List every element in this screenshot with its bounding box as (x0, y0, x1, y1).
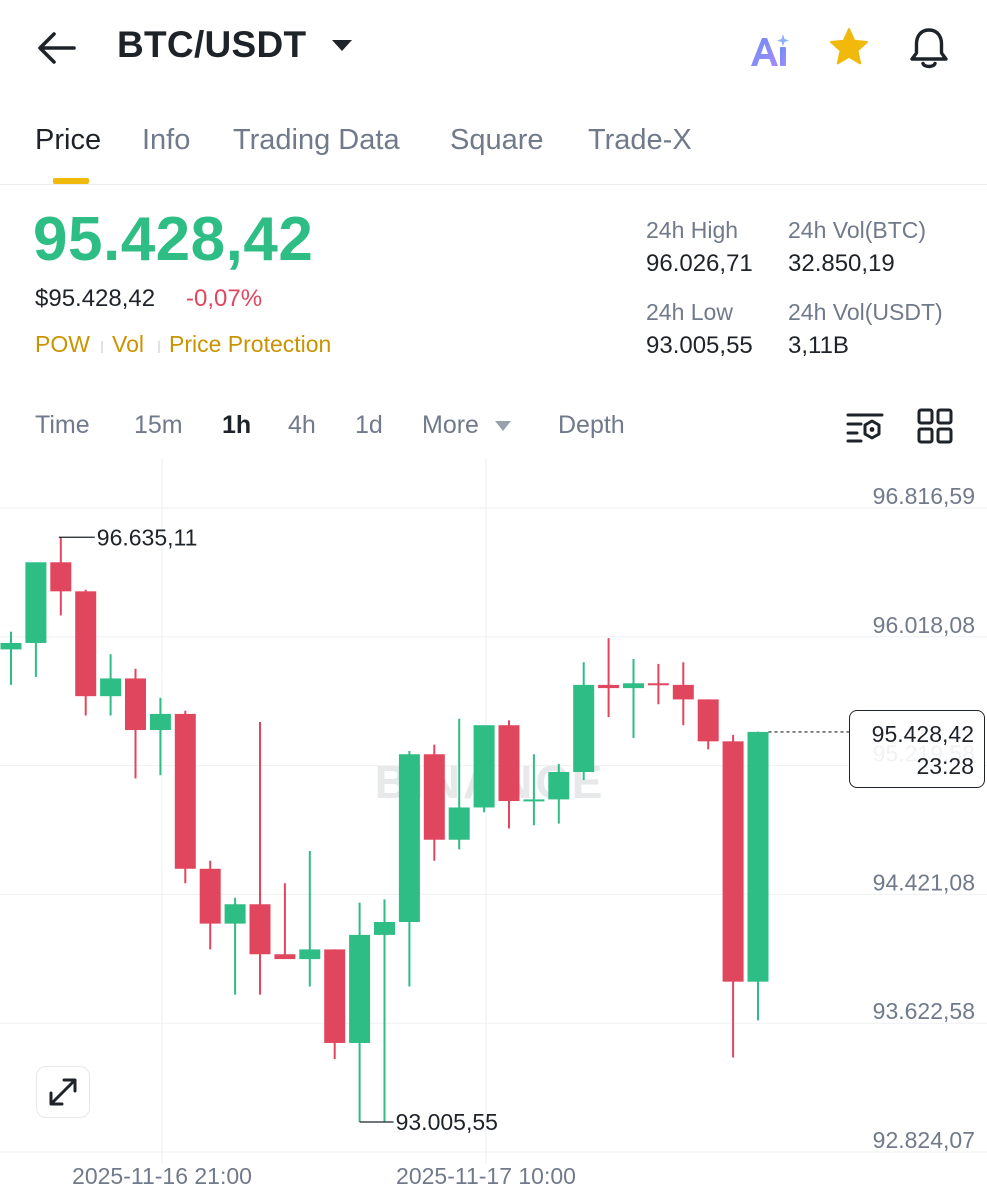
high-marker-label: 96.635,11 (97, 524, 198, 550)
candle-body (473, 725, 495, 808)
tag-separator (158, 341, 160, 353)
stat-vol-usdt-label: 24h Vol(USDT) (788, 299, 943, 325)
star-icon[interactable] (828, 26, 870, 68)
candle-body (448, 807, 470, 840)
back-arrow-icon[interactable] (36, 30, 76, 66)
candle-body (623, 683, 644, 689)
candle-body (50, 562, 72, 592)
tag-vol[interactable]: Vol (112, 331, 144, 357)
interval-more[interactable]: More (422, 411, 479, 439)
stat-vol-usdt-value: 3,11B (788, 332, 849, 359)
tab-trade-x[interactable]: Trade-X (588, 124, 692, 156)
interval-4h[interactable]: 4h (288, 411, 316, 439)
interval-15m[interactable]: 15m (134, 411, 183, 439)
interval-1d[interactable]: 1d (355, 411, 383, 439)
interval-depth[interactable]: Depth (558, 411, 625, 439)
candle-body (548, 771, 570, 800)
fiat-price: $95.428,42 (35, 285, 156, 312)
candle-body (224, 904, 246, 924)
candle-body (374, 921, 395, 935)
pair-title[interactable]: BTC/USDT (117, 24, 307, 65)
candle-body (324, 949, 346, 1043)
stat-low-label: 24h Low (646, 299, 733, 325)
y-axis-tick-label: 96.816,59 (873, 483, 975, 509)
candle-body (647, 683, 669, 686)
candle-body (598, 684, 620, 689)
more-caret-icon[interactable] (494, 420, 512, 432)
candle-body (125, 678, 146, 731)
x-axis-tick-label: 2025-11-16 21:00 (72, 1163, 252, 1189)
interval-time[interactable]: Time (35, 411, 90, 439)
stat-vol-btc-value: 32.850,19 (788, 250, 895, 277)
low-marker-label: 93.005,55 (396, 1109, 498, 1135)
active-tab-indicator (53, 178, 89, 184)
candle-body (672, 684, 694, 700)
candle-countdown: 23:28 (916, 753, 974, 779)
candle-body (149, 713, 171, 731)
candle-body (349, 934, 371, 1043)
layout-grid-icon[interactable] (915, 406, 955, 446)
tag-price-protection[interactable]: Price Protection (169, 331, 332, 357)
price-change-percent: -0,07% (186, 285, 263, 312)
tab-price[interactable]: Price (35, 124, 102, 156)
y-axis-tick-label: 94.421,08 (873, 869, 975, 895)
caret-down-icon[interactable] (330, 34, 354, 58)
stat-low-value: 93.005,55 (646, 332, 753, 359)
candle-body (498, 725, 520, 802)
ai-icon[interactable] (748, 30, 792, 70)
tag-separator (101, 341, 103, 353)
tab-square[interactable]: Square (450, 124, 544, 156)
expand-icon (49, 1078, 77, 1106)
indicator-settings-icon[interactable] (845, 406, 885, 446)
candle-body (523, 799, 545, 802)
candle-body (249, 904, 271, 955)
tabs-divider (0, 184, 987, 185)
candle-body (398, 754, 420, 922)
fullscreen-button[interactable] (36, 1066, 90, 1118)
candle-body (0, 642, 22, 650)
stat-high-value: 96.026,71 (646, 250, 753, 277)
candle-body (174, 713, 196, 869)
x-axis-tick-label: 2025-11-17 10:00 (396, 1163, 576, 1189)
candle-body (100, 678, 122, 697)
candle-body (423, 754, 445, 840)
tag-pow[interactable]: POW (35, 331, 90, 357)
stat-vol-btc-label: 24h Vol(BTC) (788, 217, 927, 243)
tab-trading-data[interactable]: Trading Data (233, 124, 400, 156)
y-axis-tick-label: 96.018,08 (873, 612, 975, 638)
interval-1h[interactable]: 1h (222, 411, 252, 439)
candlestick-chart[interactable]: BINANCE96.816,5996.018,0895.219,5894.421… (0, 458, 987, 1200)
stat-high-label: 24h High (646, 217, 739, 243)
y-axis-tick-label: 92.824,07 (873, 1127, 975, 1153)
tab-info[interactable]: Info (142, 124, 191, 156)
candle-body (747, 731, 769, 982)
candle-body (697, 699, 719, 742)
candle-body (573, 684, 595, 772)
candle-body (274, 954, 296, 960)
y-axis-tick-label: 93.622,58 (873, 998, 975, 1024)
last-price: 95.428,42 (33, 205, 314, 274)
bell-icon[interactable] (907, 25, 951, 71)
last-price-marker-value: 95.428,42 (871, 721, 974, 747)
candle-body (299, 949, 321, 960)
candle-body (25, 562, 47, 643)
candle-body (722, 741, 744, 982)
candle-body (75, 591, 97, 697)
last-price-marker: 95.428,42 23:28 (849, 710, 985, 788)
candle-body (199, 868, 221, 924)
